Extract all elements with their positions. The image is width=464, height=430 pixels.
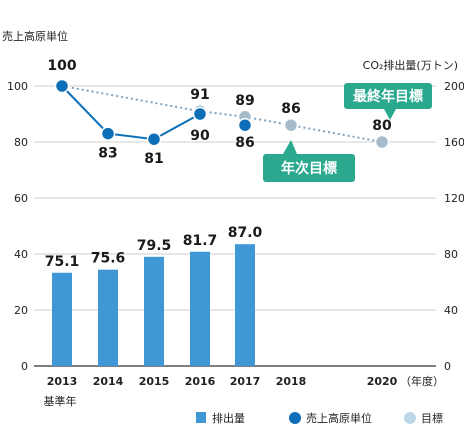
left-axis-title: 売上高原単位 xyxy=(2,29,68,43)
right-tick-label: 160 xyxy=(444,136,464,149)
callout-tail xyxy=(283,140,297,154)
bar-value-label: 87.0 xyxy=(228,225,263,241)
label-layer: 75.1 75.6 79.5 81.7 87.0 100 83 81 90 86 91 89 86 80 xyxy=(45,58,392,270)
x-tick-label: 2016 xyxy=(185,375,216,388)
target-value-label: 91 xyxy=(190,87,209,103)
bar-value-label: 75.1 xyxy=(45,254,80,270)
left-tick-label: 80 xyxy=(14,136,28,149)
x-tick-label: 2014 xyxy=(93,375,124,388)
actual-value-label: 81 xyxy=(144,151,163,167)
legend-label: 売上高原単位 xyxy=(306,411,372,425)
legend-label: 排出量 xyxy=(212,411,245,425)
x-unit-label: （年度） xyxy=(400,374,444,388)
line-layer xyxy=(54,78,390,150)
bar-emissions-2017 xyxy=(235,244,255,366)
actual-point-2017 xyxy=(237,117,253,133)
bar-emissions-2013 xyxy=(52,272,72,366)
actual-value-label: 86 xyxy=(235,135,254,151)
grid-layer xyxy=(34,85,436,311)
actual-point-2013 xyxy=(54,78,70,94)
bar-emissions-2016 xyxy=(190,251,210,366)
x-tick-label: 2013 xyxy=(47,375,78,388)
target-value-label: 80 xyxy=(372,118,392,134)
legend-swatch-0 xyxy=(196,412,206,423)
legend-label: 目標 xyxy=(421,411,443,425)
callout-label: 年次目標 xyxy=(281,160,337,177)
right-tick-label: 0 xyxy=(444,360,451,373)
bar-emissions-2015 xyxy=(144,256,164,366)
legend-swatch-2 xyxy=(404,412,416,424)
actual-point-2015 xyxy=(146,131,162,147)
x-tick-label: 2015 xyxy=(139,375,170,388)
base-year-label: 基準年 xyxy=(44,394,77,408)
bar-emissions-2014 xyxy=(98,269,118,366)
left-tick-label: 40 xyxy=(14,248,28,261)
target-point-2020 xyxy=(374,134,390,150)
x-tick-label: 2017 xyxy=(230,375,261,388)
callout-label: 最終年目標 xyxy=(353,88,423,105)
legend-swatch-1 xyxy=(289,412,301,424)
target-value-label: 86 xyxy=(281,101,300,117)
bar-value-label: 81.7 xyxy=(183,233,218,249)
actual-line xyxy=(61,85,201,141)
bar-value-label: 75.6 xyxy=(91,251,126,267)
right-tick-label: 120 xyxy=(444,192,464,205)
left-tick-label: 100 xyxy=(7,80,28,93)
target-value-label: 89 xyxy=(235,93,254,109)
callout-tail xyxy=(384,109,396,120)
right-tick-label: 200 xyxy=(444,80,464,93)
left-tick-label: 20 xyxy=(14,304,28,317)
left-tick-label: 0 xyxy=(21,360,28,373)
right-axis-title: CO₂排出量(万トン) xyxy=(363,58,458,72)
right-tick-label: 40 xyxy=(444,304,458,317)
actual-point-2016 xyxy=(192,106,208,122)
legend-layer: 排出量 売上高原単位 目標 xyxy=(196,411,443,425)
actual-value-label: 90 xyxy=(190,128,210,144)
callout-box xyxy=(263,154,355,182)
bar-value-label: 79.5 xyxy=(137,238,172,254)
right-tick-label: 80 xyxy=(444,248,458,261)
actual-value-label: 83 xyxy=(98,146,117,162)
callout-box xyxy=(344,83,432,109)
x-tick-label: 2018 xyxy=(276,375,307,388)
x-tick-label: 2020 xyxy=(367,375,398,388)
left-tick-label: 60 xyxy=(14,192,28,205)
actual-point-2014 xyxy=(100,126,116,141)
actual-value-label: 100 xyxy=(47,58,76,74)
target-point-2018 xyxy=(283,117,299,133)
bar-layer xyxy=(52,244,255,366)
